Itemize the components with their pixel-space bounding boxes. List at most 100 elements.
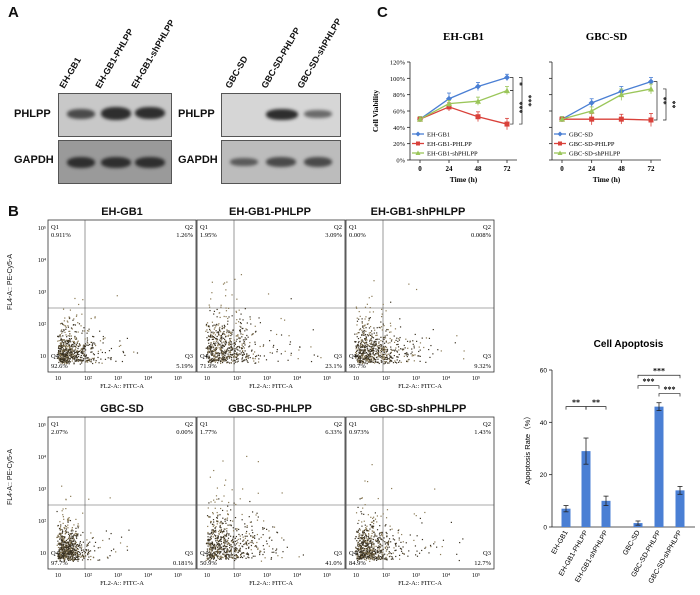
facs-dot bbox=[91, 345, 94, 347]
facs-dot bbox=[66, 349, 69, 351]
facs-dot bbox=[369, 361, 371, 363]
facs-dot bbox=[381, 347, 383, 349]
facs-dot bbox=[357, 356, 360, 358]
facs-dot bbox=[262, 344, 265, 346]
facs-dot bbox=[63, 559, 65, 562]
facs-dot bbox=[372, 347, 374, 349]
facs-dot bbox=[70, 344, 73, 346]
facs-dot bbox=[75, 532, 77, 534]
facs-dot bbox=[71, 547, 73, 549]
quadrant-value: 97.7% bbox=[51, 560, 68, 567]
facs-dot bbox=[436, 546, 438, 548]
facs-dot bbox=[368, 353, 370, 355]
facs-dot bbox=[390, 355, 392, 357]
facs-dot bbox=[64, 331, 66, 334]
facs-dot bbox=[429, 544, 432, 547]
facs-dot bbox=[62, 544, 64, 547]
facs-dot bbox=[60, 558, 62, 560]
data-point bbox=[588, 99, 595, 106]
x-tick-label: 10⁵ bbox=[174, 376, 182, 382]
facs-dot bbox=[366, 362, 368, 365]
facs-dot bbox=[91, 537, 94, 539]
x-axis-label: Time (h) bbox=[593, 175, 621, 184]
facs-dot bbox=[363, 547, 366, 550]
facs-dot bbox=[102, 338, 104, 340]
facs-dot bbox=[62, 522, 64, 524]
x-tick-label: 10⁴ bbox=[293, 573, 301, 579]
facs-dot bbox=[64, 551, 66, 554]
facs-dot bbox=[408, 550, 410, 552]
facs-dot bbox=[240, 346, 243, 349]
facs-dot bbox=[442, 539, 445, 541]
facs-dot bbox=[81, 546, 83, 548]
facs-dot bbox=[90, 359, 93, 361]
facs-dot bbox=[72, 558, 74, 561]
facs-dot bbox=[234, 342, 236, 344]
facs-dot bbox=[360, 343, 362, 345]
facs-dot bbox=[223, 549, 225, 551]
facs-dot bbox=[213, 360, 215, 362]
facs-dot bbox=[378, 546, 380, 549]
facs-dot bbox=[362, 351, 364, 353]
facs-dot bbox=[230, 354, 232, 356]
facs-dot bbox=[65, 348, 67, 350]
legend-label: EH-GB1-PHLPP bbox=[427, 141, 472, 148]
facs-dot bbox=[320, 357, 322, 359]
facs-dot bbox=[251, 334, 253, 336]
facs-dot bbox=[58, 557, 61, 559]
quadrant-value: 50.9% bbox=[200, 560, 217, 567]
facs-dot bbox=[363, 530, 365, 532]
facs-dot bbox=[380, 531, 382, 534]
facs-dot bbox=[367, 536, 370, 538]
facs-dot bbox=[83, 327, 85, 329]
facs-dot bbox=[91, 344, 93, 346]
facs-dot bbox=[222, 517, 224, 519]
facs-dot bbox=[363, 356, 366, 358]
facs-dot bbox=[241, 519, 243, 521]
facs-dot bbox=[243, 340, 245, 343]
quadrant-label: Q1 bbox=[349, 224, 357, 231]
facs-dot bbox=[398, 349, 400, 351]
facs-dot bbox=[215, 544, 217, 546]
facs-dot bbox=[364, 529, 366, 531]
facs-dot bbox=[207, 536, 209, 538]
facs-dot bbox=[362, 345, 365, 347]
facs-dot bbox=[365, 541, 367, 544]
facs-dot bbox=[217, 535, 219, 537]
facs-dot bbox=[68, 363, 70, 365]
facs-dot bbox=[68, 344, 71, 346]
facs-dot bbox=[220, 507, 222, 510]
facs-dot bbox=[94, 317, 96, 319]
facs-dot bbox=[60, 338, 62, 340]
facs-dot bbox=[238, 345, 240, 348]
facs-dot bbox=[217, 354, 219, 356]
facs-dot bbox=[214, 507, 216, 509]
facs-dot bbox=[369, 558, 371, 560]
facs-dot bbox=[358, 347, 360, 349]
facs-dot bbox=[256, 533, 259, 536]
facs-dot bbox=[213, 556, 215, 558]
facs-dot bbox=[73, 558, 76, 561]
facs-dot bbox=[68, 550, 71, 552]
facs-dot bbox=[358, 535, 360, 537]
facs-dot bbox=[228, 550, 230, 552]
facs-dot bbox=[369, 540, 371, 542]
facs-dot bbox=[63, 558, 65, 560]
facs-dot bbox=[383, 350, 386, 352]
facs-dot bbox=[411, 351, 413, 353]
facs-dot bbox=[66, 362, 69, 364]
facs-dot bbox=[211, 321, 214, 323]
facs-dot bbox=[361, 550, 363, 552]
y-tick-label: 10 bbox=[40, 551, 46, 557]
facs-dot bbox=[61, 532, 63, 534]
facs-dot bbox=[221, 523, 223, 525]
facs-dot bbox=[213, 348, 215, 350]
facs-dot bbox=[372, 359, 374, 361]
facs-dot bbox=[60, 551, 62, 553]
facs-dot bbox=[207, 335, 210, 337]
facs-dot bbox=[361, 356, 364, 358]
facs-dot bbox=[72, 554, 75, 556]
x-tick-label: 10⁴ bbox=[442, 376, 450, 382]
facs-dot bbox=[86, 539, 88, 541]
facs-dot bbox=[71, 350, 73, 352]
